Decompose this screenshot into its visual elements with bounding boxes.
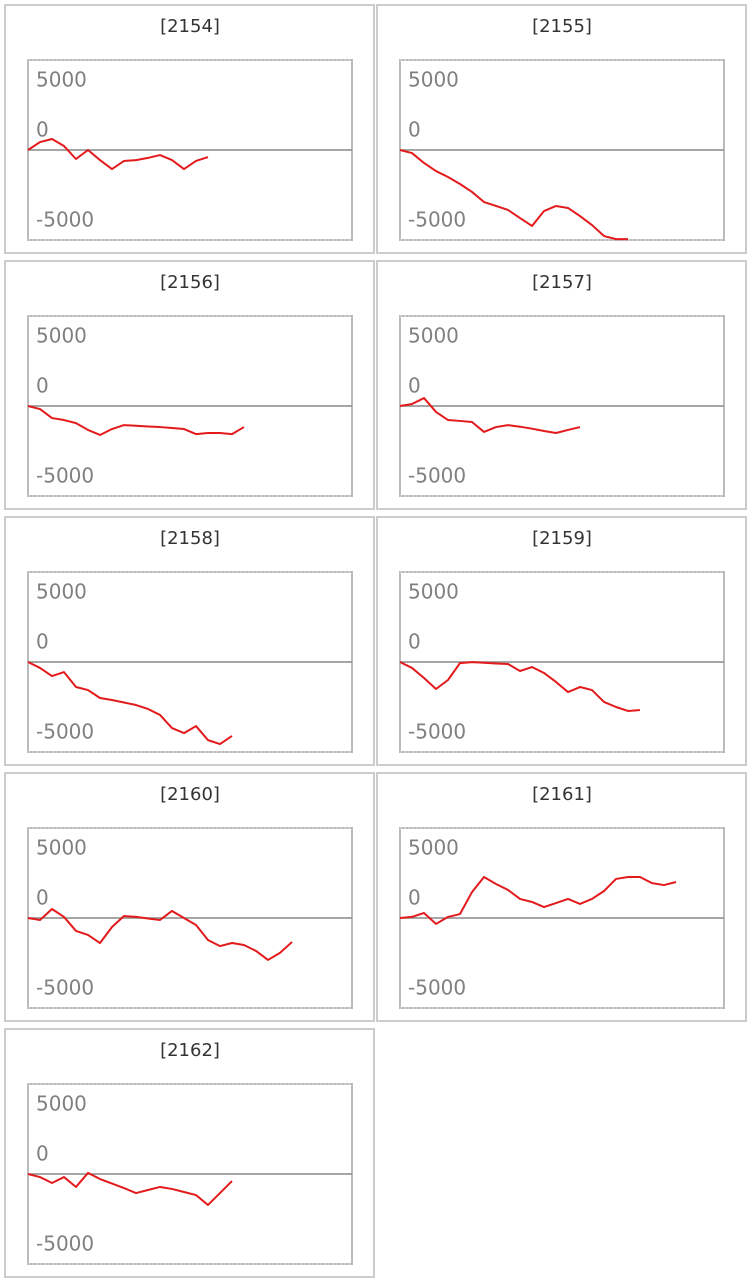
data-line (399, 149, 628, 241)
chart-title: [2159] (532, 528, 592, 549)
y-tick-label: 0 (36, 886, 49, 910)
chart-title: [2160] (160, 784, 220, 805)
y-tick-label: 5000 (36, 836, 87, 860)
y-tick-label: -5000 (36, 720, 94, 744)
y-tick-label: 0 (36, 118, 49, 142)
panel (376, 260, 747, 510)
chart-title: [2162] (160, 1040, 220, 1061)
data-line (27, 1171, 233, 1206)
y-tick-label: -5000 (408, 464, 466, 488)
y-tick-label: 5000 (408, 68, 459, 92)
y-tick-label: -5000 (36, 208, 94, 232)
y-tick-label: -5000 (408, 720, 466, 744)
data-line (27, 908, 293, 961)
y-tick-label: -5000 (36, 1232, 94, 1256)
panel (4, 1028, 375, 1278)
y-tick-label: 0 (408, 630, 421, 654)
data-line (27, 138, 209, 171)
y-tick-label: 0 (408, 886, 421, 910)
y-tick-label: 0 (36, 374, 49, 398)
y-tick-label: -5000 (36, 464, 94, 488)
panel (376, 516, 747, 766)
y-tick-label: -5000 (408, 976, 466, 1000)
data-line (399, 875, 677, 925)
data-line (399, 661, 641, 712)
y-tick-label: 0 (36, 1142, 49, 1166)
chart-title: [2155] (532, 16, 592, 37)
y-tick-label: 5000 (408, 836, 459, 860)
chart-title: [2161] (532, 784, 592, 805)
y-tick-label: 5000 (36, 1092, 87, 1116)
y-tick-label: 5000 (36, 68, 87, 92)
y-tick-label: 0 (36, 630, 49, 654)
panel (4, 516, 375, 766)
panel (376, 772, 747, 1022)
y-tick-label: 5000 (408, 324, 459, 348)
chart-title: [2156] (160, 272, 220, 293)
chart-title: [2154] (160, 16, 220, 37)
data-line (27, 405, 245, 436)
panel (4, 4, 375, 254)
panel (4, 772, 375, 1022)
y-tick-label: 0 (408, 118, 421, 142)
panel (4, 260, 375, 510)
y-tick-label: 5000 (36, 324, 87, 348)
y-tick-label: 5000 (36, 580, 87, 604)
y-tick-label: 5000 (408, 580, 459, 604)
panel (376, 4, 747, 254)
y-tick-label: -5000 (408, 208, 466, 232)
data-line (27, 661, 233, 746)
y-tick-label: 0 (408, 374, 421, 398)
data-line (399, 397, 581, 434)
chart-title: [2157] (532, 272, 592, 293)
chart-title: [2158] (160, 528, 220, 549)
y-tick-label: -5000 (36, 976, 94, 1000)
